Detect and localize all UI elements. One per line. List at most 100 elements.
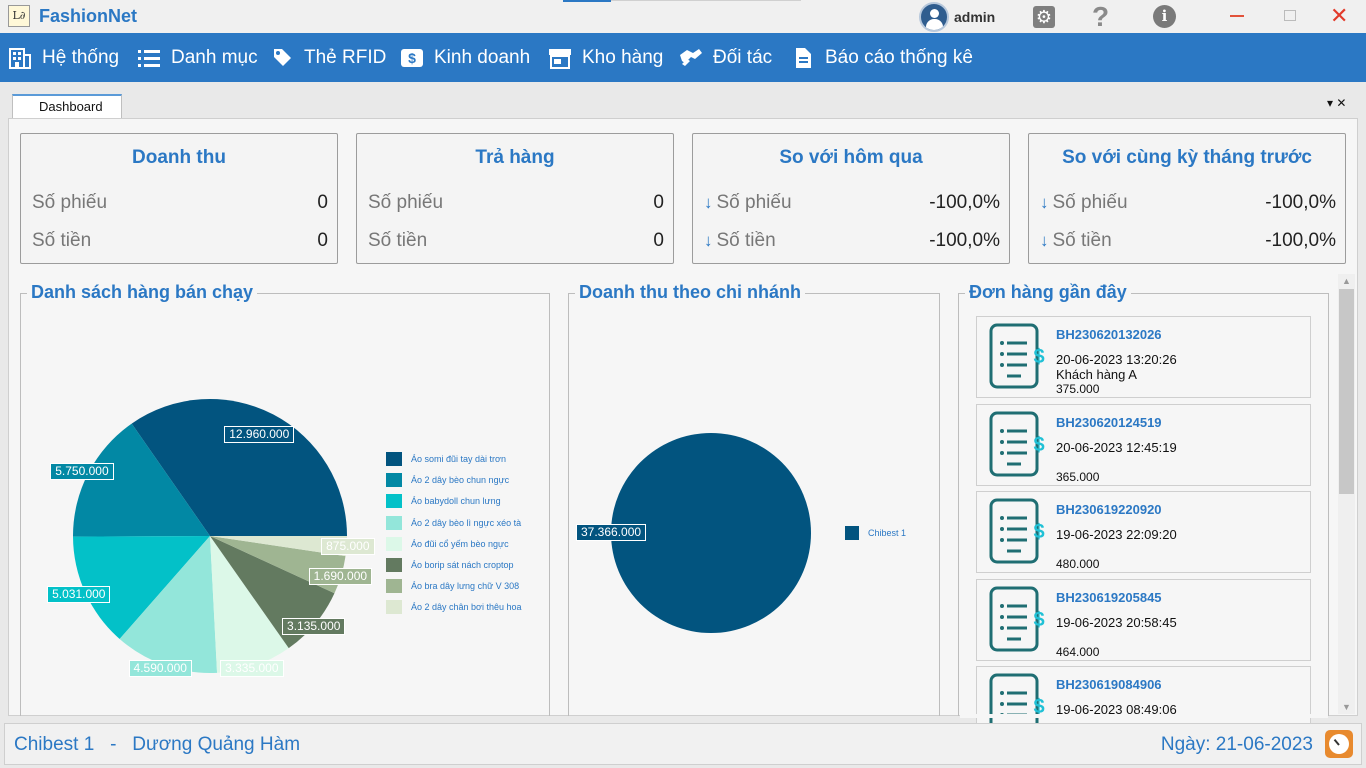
row-value: -100,0%	[1265, 230, 1336, 251]
row-value: -100,0%	[929, 230, 1000, 251]
svg-text:$: $	[1033, 346, 1044, 368]
legend-swatch	[386, 452, 402, 466]
settings-gear-icon[interactable]: ⚙	[1033, 6, 1055, 28]
menu-doi-tac[interactable]: Đối tác	[679, 46, 772, 70]
clock-icon[interactable]	[1325, 730, 1353, 758]
legend-swatch	[386, 558, 402, 572]
pie-slice	[73, 536, 211, 639]
card-row-so-tien: ↓ Số tiền -100,0%	[704, 230, 1000, 252]
user-avatar-icon[interactable]	[919, 2, 949, 32]
order-card[interactable]: $ BH230620132026 20-06-2023 13:20:26 Khách …	[976, 316, 1311, 398]
orders-scrollbar[interactable]: ▲ ▼	[1338, 274, 1355, 714]
menu-label: Thẻ RFID	[304, 47, 387, 68]
invoice-icon: $	[989, 411, 1045, 479]
row-label: Số phiếu	[32, 192, 108, 213]
row-label: Số tiền	[32, 230, 92, 251]
legend-swatch	[386, 579, 402, 594]
card-title: So với hôm qua	[779, 147, 923, 168]
legend-swatch	[386, 494, 402, 509]
order-code: BH230620132026	[1056, 327, 1162, 342]
menu-the-rfid[interactable]: Thẻ RFID	[270, 46, 386, 70]
status-date: Ngày: 21-06-2023	[1160, 734, 1313, 755]
pie-slice	[611, 433, 811, 633]
menu-label: Đối tác	[713, 47, 773, 68]
legend-item: Áo babydoll chun lưng	[386, 494, 501, 509]
pie-data-label: 5.750.000	[50, 463, 114, 481]
tab-controls[interactable]: ▾ ✕	[1327, 96, 1347, 110]
info-icon[interactable]: i	[1153, 5, 1176, 28]
card-row-so-phieu: Số phiếu 0	[368, 192, 664, 214]
legend-item: Chibest 1	[845, 526, 906, 540]
menu-label: Báo cáo thống kê	[825, 47, 973, 68]
app-title: FashionNet	[39, 6, 138, 26]
card-row-so-phieu: ↓ Số phiếu -100,0%	[1040, 192, 1336, 214]
menu-kinh-doanh[interactable]: $ Kinh doanh	[400, 46, 530, 70]
menu-label: Kho hàng	[582, 47, 664, 68]
legend-item: Áo somi đũi tay dài trơn	[386, 452, 506, 466]
card-title: Doanh thu	[132, 147, 226, 168]
status-branch: Chibest 1 - Dương Quảng Hàm	[14, 734, 301, 755]
order-card[interactable]: $ BH230619205845 19-06-2023 20:58:45 464.00…	[976, 578, 1311, 661]
order-card[interactable]: $ BH230620124519 20-06-2023 12:45:19 365.00…	[976, 403, 1311, 486]
arrow-down-icon: ↓	[1040, 193, 1049, 212]
arrow-down-icon: ↓	[704, 193, 713, 212]
scroll-thumb[interactable]	[1339, 289, 1354, 494]
panel-title: Danh sách hàng bán chạy	[27, 282, 258, 303]
menu-label: Danh mục	[171, 47, 258, 68]
menu-bao-cao-thong-ke[interactable]: Báo cáo thống kê	[791, 46, 973, 70]
svg-text:$: $	[408, 50, 416, 66]
card-tra-hang: Trả hàng Số phiếu 0 Số tiền 0	[356, 133, 674, 264]
order-date: 20-06-2023 13:20:26	[1056, 352, 1177, 367]
legend-label: Áo bra dây lưng chữ V 308	[411, 581, 520, 592]
pie-slice	[210, 536, 289, 673]
legend-label: Chibest 1	[868, 528, 907, 538]
row-value: 0	[653, 192, 664, 213]
scroll-up-arrow-icon[interactable]: ▲	[1342, 276, 1351, 286]
svg-text:$: $	[1033, 434, 1044, 456]
order-code: BH230619220920	[1056, 502, 1162, 517]
legend-swatch	[845, 526, 859, 540]
row-label: Số tiền	[368, 230, 428, 251]
pie-data-label: 12.960.000	[224, 426, 295, 444]
pie-slice	[73, 423, 210, 537]
menu-he-thong[interactable]: Hệ thống	[8, 46, 119, 70]
legend-item: Áo bra dây lưng chữ V 308	[386, 579, 520, 594]
row-value: -100,0%	[929, 192, 1000, 213]
invoice-icon: $	[989, 498, 1045, 566]
row-label: Số tiền	[1052, 230, 1112, 251]
legend-swatch	[386, 473, 402, 488]
order-amt: 375.000	[1056, 382, 1100, 396]
row-label: Số phiếu	[1052, 192, 1128, 213]
legend-swatch	[386, 536, 402, 551]
tab-strip: Dashboard	[0, 82, 1366, 118]
close-button[interactable]: ✕	[1330, 3, 1349, 28]
scroll-down-arrow-icon[interactable]: ▼	[1342, 702, 1351, 712]
pie-slice	[210, 536, 347, 557]
help-icon[interactable]: ?	[1092, 1, 1110, 32]
legend-label: Áo babydoll chun lưng	[411, 496, 501, 507]
row-label: Số tiền	[716, 230, 776, 251]
order-card[interactable]: $ BH230619220920 19-06-2023 22:09:20 480.00…	[976, 491, 1311, 573]
card-row-so-tien: ↓ Số tiền -100,0%	[1040, 230, 1336, 252]
maximize-button[interactable]	[1284, 10, 1296, 21]
row-value: 0	[653, 230, 664, 251]
menu-kho-hang[interactable]: Kho hàng	[548, 46, 663, 70]
main-menu-bar: Hệ thống Danh mục Thẻ RFID $ Kinh doanh …	[0, 33, 1366, 82]
pie-data-label: 4.590.000	[128, 660, 192, 678]
title-accent-line	[563, 0, 611, 2]
legend-swatch	[386, 515, 402, 530]
arrow-down-icon: ↓	[704, 231, 713, 250]
panel-title: Đơn hàng gần đây	[965, 282, 1131, 303]
menu-danh-muc[interactable]: Danh mục	[137, 46, 258, 70]
arrow-down-icon: ↓	[1040, 231, 1049, 250]
pie-slice	[119, 536, 218, 673]
tab-dashboard[interactable]: Dashboard	[12, 94, 122, 118]
panel-branch-revenue: Doanh thu theo chi nhánh	[568, 282, 940, 716]
app-logo-icon: L∂	[8, 5, 30, 27]
user-name[interactable]: admin	[954, 9, 996, 25]
card-so-voi-cung-ky: So với cùng kỳ tháng trước ↓ Số phiếu -100…	[1028, 133, 1346, 264]
panel-title: Doanh thu theo chi nhánh	[575, 282, 805, 303]
legend-label: Áo borip sát nách croptop	[411, 560, 514, 570]
minimize-button[interactable]	[1230, 15, 1244, 17]
title-divider-line	[611, 0, 801, 1]
